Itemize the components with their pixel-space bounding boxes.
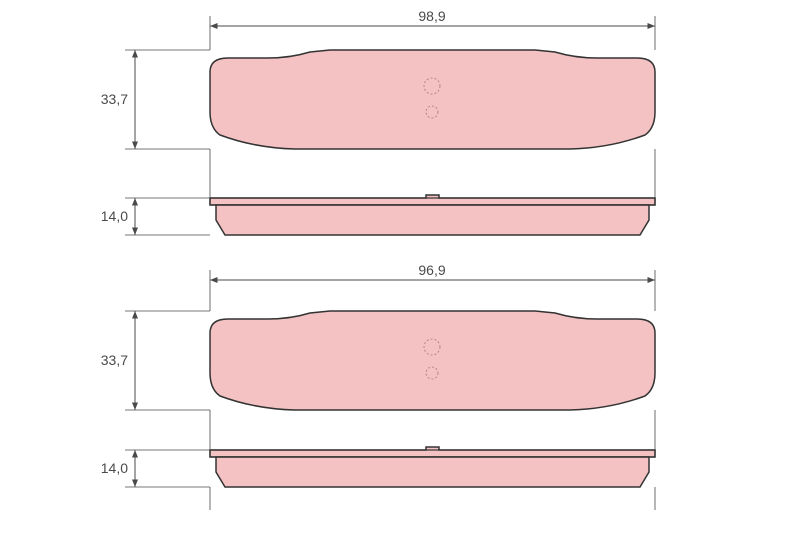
dim-top-height-label: 33,7 — [101, 91, 128, 107]
dim-top-width: 98,9 — [210, 8, 655, 50]
dim-bottom-thick: 14,0 — [101, 450, 210, 487]
technical-drawing: 98,9 33,7 14,0 96,9 33,7 — [0, 0, 800, 533]
top-pad-face — [210, 50, 655, 149]
dim-top-height: 33,7 — [101, 50, 210, 149]
bottom-pad-side — [210, 447, 655, 487]
dim-bottom-height: 33,7 — [101, 311, 210, 410]
dim-top-thick: 14,0 — [101, 198, 210, 235]
dim-bottom-width-label: 96,9 — [418, 262, 445, 278]
dim-bottom-height-label: 33,7 — [101, 352, 128, 368]
dim-top-thick-label: 14,0 — [101, 208, 128, 224]
dim-bottom-width: 96,9 — [210, 262, 655, 311]
top-pad-side — [210, 195, 655, 235]
dim-bottom-thick-label: 14,0 — [101, 460, 128, 476]
dim-top-width-label: 98,9 — [418, 8, 445, 24]
bottom-pad-face — [210, 311, 655, 410]
